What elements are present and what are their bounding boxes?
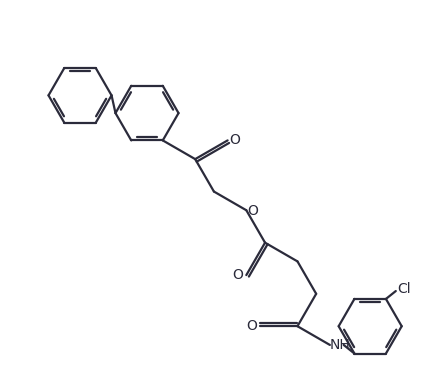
Text: O: O: [229, 134, 241, 147]
Text: NH: NH: [330, 338, 351, 352]
Text: O: O: [247, 204, 258, 218]
Text: O: O: [246, 319, 257, 333]
Text: O: O: [232, 268, 244, 282]
Text: Cl: Cl: [397, 282, 410, 296]
